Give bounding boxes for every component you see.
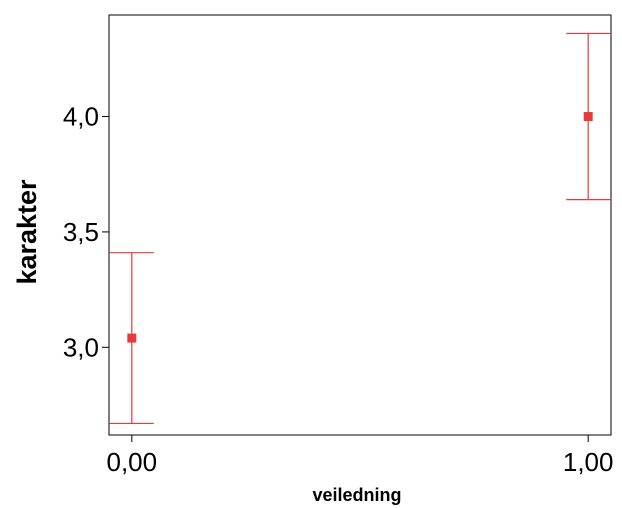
y-axis-ticks: 3,0 3,5 4,0 [63, 102, 109, 362]
data-marks [109, 32, 611, 425]
y-tick-label: 4,0 [63, 102, 99, 132]
y-tick-label: 3,5 [63, 217, 99, 247]
y-axis-label: karakter [12, 179, 42, 285]
x-axis-label: veiledning [312, 485, 401, 505]
mean-marker [127, 333, 137, 343]
x-tick-label: 1,00 [563, 447, 614, 477]
x-tick-label: 0,00 [107, 447, 158, 477]
x-axis-ticks: 0,00 1,00 [107, 435, 614, 477]
y-tick-label: 3,0 [63, 332, 99, 362]
mean-marker [583, 112, 593, 122]
plot-frame [108, 14, 612, 436]
